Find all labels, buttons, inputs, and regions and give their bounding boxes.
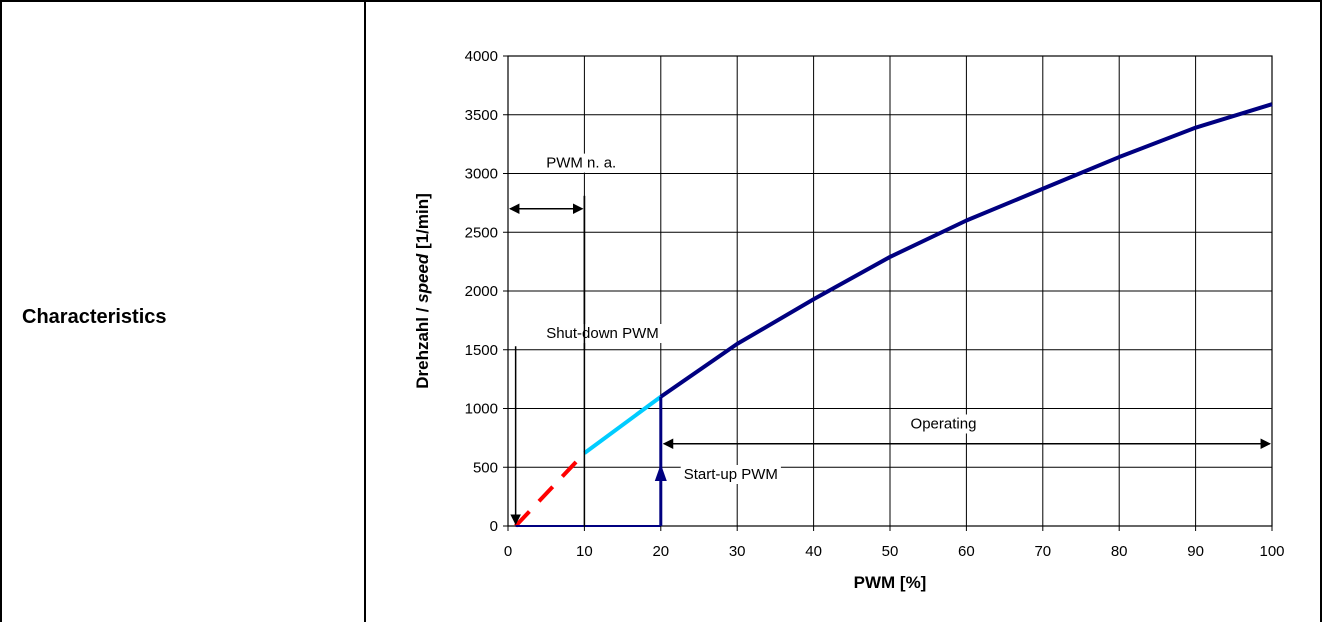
series-line-hysteresis [583,395,662,455]
x-tick-label: 60 [958,543,975,560]
y-tick-label: 4000 [465,48,498,65]
y-tick-label: 2000 [465,283,498,300]
annotation-startup-pwm-bg [680,465,781,484]
annotation-startup-pwm: Start-up PWM [684,466,778,483]
x-tick-label: 80 [1111,543,1128,560]
y-tick-label: 2500 [465,224,498,241]
x-tick-label: 30 [729,543,746,560]
x-axis-label: PWM [%] [854,573,927,592]
y-tick-label: 3000 [465,166,498,183]
y-tick-label: 0 [490,518,498,535]
x-tick-label: 100 [1259,543,1284,560]
x-tick-label: 50 [882,543,899,560]
x-tick-label: 10 [576,543,593,560]
annotations: PWM n. a. Shut-down PWM Start-up PWM Operat… [508,153,1272,527]
grid [507,55,1273,527]
y-tick-label: 1500 [465,342,498,359]
row-label: Characteristics [22,306,167,328]
y-tick-label: 1000 [465,401,498,418]
startup-arrow-head [654,464,667,481]
axes: 0 10 20 30 40 50 60 70 80 90 100050010001500200025… [413,48,1285,592]
x-tick-label: 0 [504,543,512,560]
y-axis-label-part: speed [413,253,432,303]
series-line-shutdown-dashed [514,451,586,528]
annotation-operating-bg [907,414,980,434]
annotation-shutdown-pwm: Shut-down PWM [546,325,659,342]
x-tick-label: 20 [652,543,669,560]
y-axis-label: Drehzahl / speed [1/min] [413,193,432,389]
y-tick-label: 3500 [465,107,498,124]
table-border-left [0,0,2,622]
x-tick-label: 40 [805,543,822,560]
series-layer [514,102,1273,528]
x-tick-label: 90 [1187,543,1204,560]
annotation-pwm-na-bg [543,153,620,173]
y-axis-label-part: Drehzahl / [413,303,432,389]
table-border-right [1320,0,1322,622]
annotation-pwm-na: PWM n. a. [546,155,616,172]
table-column-divider [364,0,366,622]
y-axis-label-part: [1/min] [413,193,432,253]
annotation-shutdown-pwm-bg [543,324,662,343]
y-tick-label: 500 [473,459,498,476]
annotation-operating: Operating [911,415,977,432]
series-line-operating [659,102,1273,399]
table-border-top [0,0,1322,2]
x-tick-label: 70 [1034,543,1051,560]
